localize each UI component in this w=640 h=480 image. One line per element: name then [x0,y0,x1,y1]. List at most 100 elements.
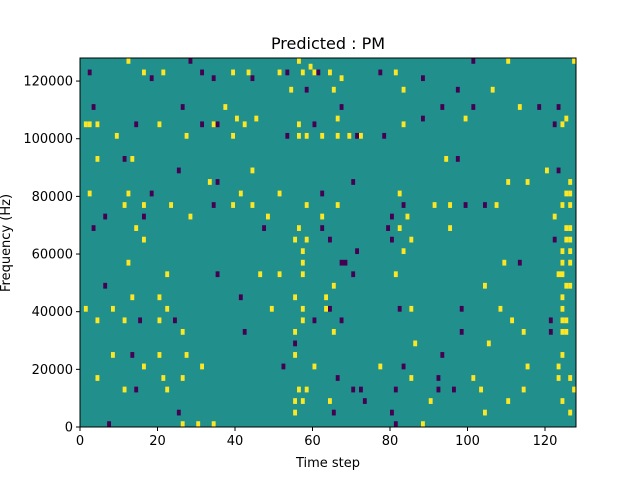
heatmap-cell [316,69,321,76]
heatmap-cell [355,248,360,255]
heatmap-cell [328,236,332,243]
heatmap-cell [560,398,565,404]
heatmap-cell [463,202,468,208]
heatmap-cell [483,202,487,208]
heatmap-cell [343,259,348,266]
heatmap-cell [254,115,259,122]
heatmap-cell [525,363,530,370]
heatmap-cell [242,328,247,335]
heatmap-cell [300,248,305,255]
heatmap-cell [258,271,263,278]
heatmap-cell [502,259,507,266]
heatmap-cell [568,375,573,381]
heatmap-cell [537,104,542,110]
heatmap-cell [176,409,181,416]
heatmap-cell [87,190,92,197]
heatmap-cell [184,352,189,358]
heatmap-cell [506,398,511,404]
heatmap-cell [560,202,565,208]
y-tick-label: 120000 [23,75,73,90]
heatmap-cell [568,282,573,289]
x-tick-label: 40 [227,434,244,449]
heatmap-cell [390,409,394,416]
y-tick-label: 80000 [32,190,73,205]
heatmap-cell [211,421,216,427]
y-tick-label: 40000 [32,305,73,320]
heatmap-cell [390,213,394,220]
heatmap-cell [331,328,336,335]
heatmap-cell [304,86,309,93]
heatmap-cell [552,121,557,128]
plot-frame [79,57,577,428]
heatmap-cell [293,294,298,301]
heatmap-cell [409,236,414,243]
heatmap-cell [188,213,193,220]
heatmap-cell [351,386,356,393]
heatmap-cell [401,202,406,208]
heatmap-cell [382,132,387,139]
heatmap-cell [560,317,565,324]
heatmap-cell [432,202,437,208]
heatmap-cell [126,58,131,64]
heatmap-cell [556,167,561,174]
y-axis: 0 20000 40000 60000 80000 100000 120000 [23,75,80,436]
y-tick-label: 0 [65,421,73,436]
heatmap-cell [378,69,383,76]
heatmap-cell [506,179,511,185]
heatmap-cell [126,190,131,197]
heatmap-cell [231,202,236,208]
heatmap-cell [479,386,484,393]
heatmap-cell [335,132,340,139]
heatmap-cell [196,421,201,427]
heatmap-cell [564,328,569,335]
heatmap-cell [130,294,135,301]
heatmap-cell [428,398,433,404]
heatmap-cell [421,115,425,122]
heatmap-cell [297,132,301,139]
heatmap-cell [300,398,305,404]
y-tick-label: 100000 [23,132,73,147]
heatmap-cell [320,190,325,197]
heatmap-cell [393,386,398,393]
heatmap-cell [242,121,247,128]
heatmap-cell [355,132,360,139]
heatmap-cell [200,121,205,128]
heatmap-cell [471,58,476,64]
heatmap-cell [506,58,511,64]
heatmap-cell [142,213,146,220]
heatmap-cell [560,248,565,255]
heatmap-cell [386,225,391,231]
heatmap-cell [564,317,569,324]
heatmap-cell [339,259,344,266]
heatmap-cell [250,75,255,82]
heatmap-cell [556,375,561,381]
heatmap-cell [312,317,317,324]
heatmap-cell [297,386,301,393]
heatmap-cell [157,352,162,358]
heatmap-cell [161,69,166,76]
heatmap-cell [347,132,352,139]
heatmap-cell [483,282,487,289]
heatmap-cell [83,121,88,128]
heatmap-cell [525,179,530,185]
heatmap-cell [95,317,100,324]
heatmap-cell [448,202,453,208]
heatmap-cells [83,58,577,427]
heatmap-cell [564,225,569,231]
heatmap-cell [312,121,317,128]
heatmap-cell [320,213,325,220]
heatmap-cell [180,104,185,110]
y-axis-label: Frequency (Hz) [0,194,14,292]
heatmap-cell [281,363,286,370]
heatmap-cell [564,190,569,197]
heatmap-cell [568,179,573,185]
heatmap-cell [285,132,290,139]
heatmap-cell [517,104,522,110]
heatmap-cell [312,363,317,370]
heatmap-cell [312,69,317,76]
heatmap-cell [211,121,216,128]
heatmap-cell [87,69,92,76]
heatmap-cell [378,363,383,370]
heatmap-cell [556,271,561,278]
heatmap-cell [250,202,255,208]
